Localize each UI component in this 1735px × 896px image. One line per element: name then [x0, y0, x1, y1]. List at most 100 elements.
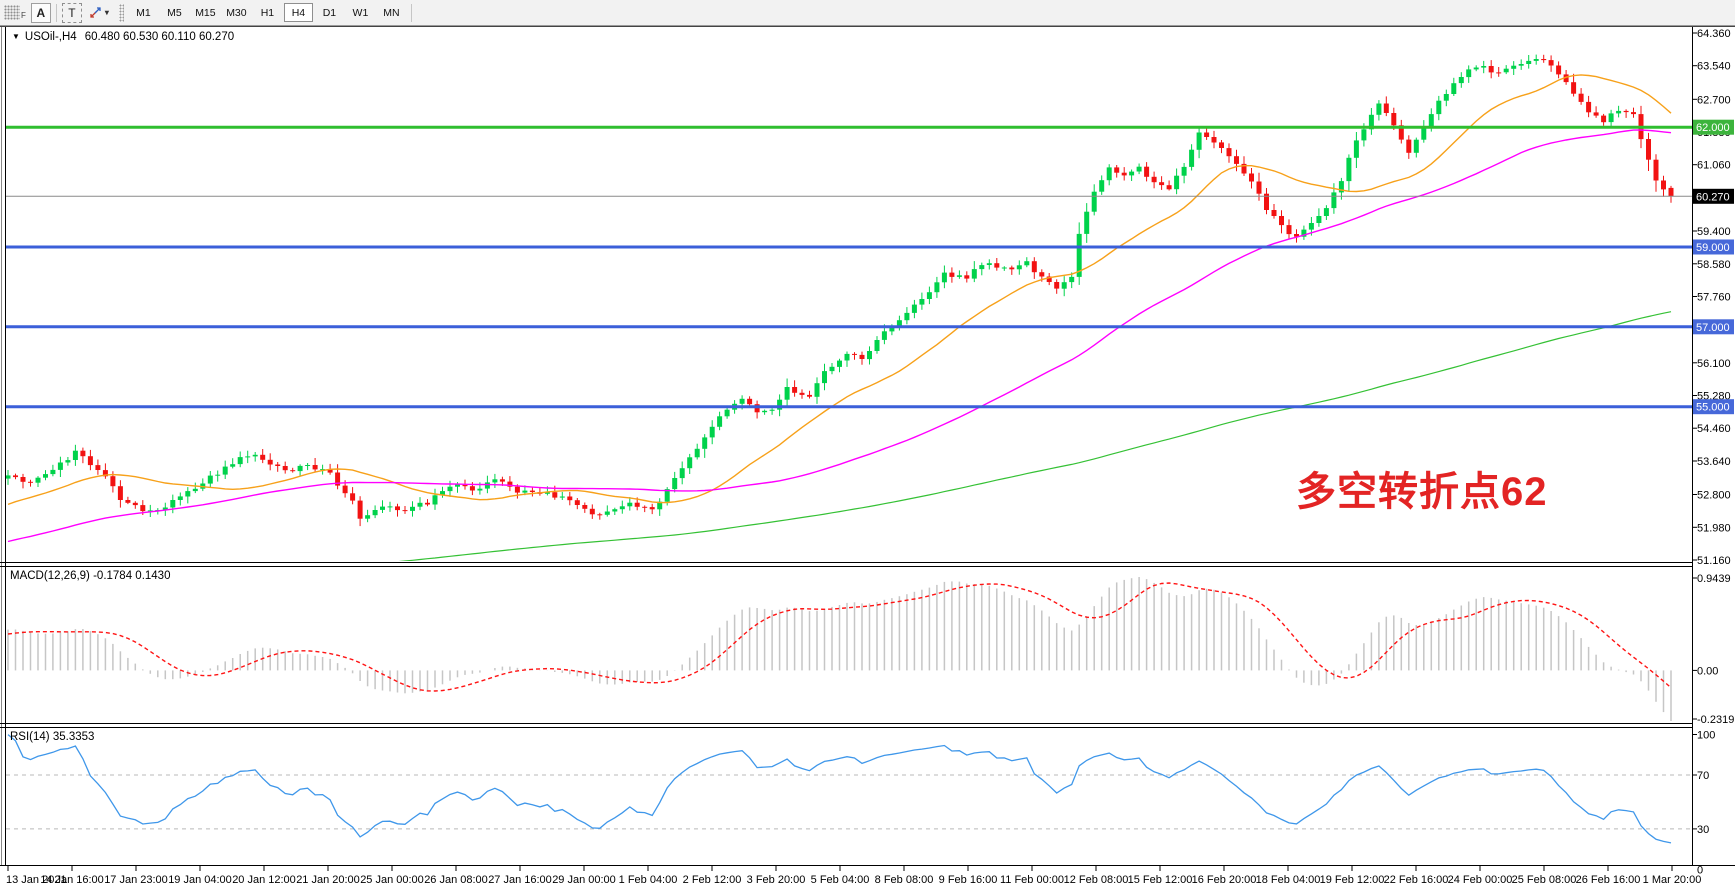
time-tick-label: 25 Feb 08:00: [1512, 874, 1577, 886]
rsi-axis[interactable]: 100 70 30 0: [1692, 730, 1715, 877]
time-tick-label: 16 Feb 20:00: [1192, 874, 1257, 886]
timeframe-mn-button[interactable]: MN: [377, 3, 406, 22]
price-tick-label: 58.580: [1697, 259, 1731, 271]
price-badge: [1693, 399, 1734, 415]
rsi-tick-label: 70: [1697, 770, 1709, 782]
price-tick-label: 63.540: [1697, 61, 1731, 73]
time-tick-label: 24 Feb 00:00: [1448, 874, 1513, 886]
price-tick-label: 51.160: [1697, 555, 1731, 567]
price-tick-label: 57.760: [1697, 292, 1731, 304]
price-tick-label: 64.360: [1697, 28, 1731, 40]
time-tick-label: 11 Feb 00:00: [1000, 874, 1064, 886]
text-box-tool-button[interactable]: T: [61, 2, 82, 23]
rsi-tick-label: 0: [1697, 864, 1703, 876]
price-badge-label: 62.000: [1696, 122, 1730, 134]
price-tick-label: 61.060: [1697, 160, 1731, 172]
rsi-indicator-name: RSI(14): [10, 731, 50, 743]
rsi-pane: [6, 734, 1692, 844]
rsi-pane-label: RSI(14) 35.3353: [10, 731, 94, 743]
price-tick-label: 51.980: [1697, 522, 1731, 534]
timeframe-h4-button[interactable]: H4: [283, 3, 313, 22]
toolbar-handle-icon[interactable]: F: [4, 5, 26, 20]
price-badge: [1693, 188, 1734, 204]
ohlc-values: 60.480 60.530 60.110 60.270: [84, 31, 235, 43]
macd-indicator-name: MACD(12,26,9): [10, 570, 90, 582]
price-badge-label: 55.000: [1696, 402, 1730, 414]
time-tick-label: 15 Feb 12:00: [1128, 874, 1193, 886]
macd-tick-label: 0.00: [1697, 665, 1718, 677]
time-tick-label: 22 Feb 16:00: [1384, 874, 1449, 886]
toolbar: F A T ▾ M1 M5 M15 M30 H1 H4 D1 W1 MN: [0, 0, 1735, 26]
macd-pane-label: MACD(12,26,9) -0.1784 0.1430: [10, 570, 170, 582]
time-tick-label: 3 Feb 20:00: [747, 874, 806, 886]
toolbar-separator: [410, 3, 412, 22]
pane-borders: [0, 26, 1735, 866]
time-tick-label: 5 Feb 04:00: [811, 874, 870, 886]
timeframe-m1-button[interactable]: M1: [129, 3, 158, 22]
time-tick-label: 26 Jan 08:00: [424, 874, 488, 886]
time-tick-label: 13 Jan 2021: [6, 874, 67, 886]
time-tick-label: 20 Jan 12:00: [232, 874, 296, 886]
symbol-period-label: USOil-,H4: [24, 31, 77, 43]
price-tick-label: 52.800: [1697, 490, 1731, 502]
dropdown-caret-icon: ▾: [104, 8, 109, 17]
time-tick-label: 25 Jan 00:00: [360, 874, 424, 886]
rsi-tick-label: 30: [1697, 824, 1709, 836]
timeframe-m5-button[interactable]: M5: [160, 3, 189, 22]
time-tick-label: 21 Jan 20:00: [296, 874, 360, 886]
arrows-tool-button[interactable]: ▾: [84, 3, 114, 23]
price-tick-label: 56.100: [1697, 358, 1731, 370]
ma-200-line: [398, 311, 1672, 561]
time-tick-label: 1 Mar 20:00: [1643, 874, 1702, 886]
time-tick-label: 19 Feb 12:00: [1320, 874, 1385, 886]
time-tick-label: 18 Feb 04:00: [1256, 874, 1321, 886]
price-tick-label: 59.400: [1697, 226, 1731, 238]
macd-tick-label: -0.2319: [1697, 714, 1734, 726]
toolbar-separator: [55, 3, 57, 22]
text-annotation-tool-button[interactable]: A: [30, 2, 51, 23]
price-badge: [1693, 319, 1734, 335]
time-tick-label: 26 Feb 16:00: [1576, 874, 1641, 886]
price-badge: [1693, 119, 1734, 135]
time-tick-label: 29 Jan 00:00: [552, 874, 616, 886]
time-tick-label: 8 Feb 08:00: [875, 874, 934, 886]
macd-indicator-values: -0.1784 0.1430: [93, 570, 171, 582]
candlestick-series[interactable]: [6, 54, 1674, 527]
chart-text-annotation[interactable]: 多空转折点62: [1296, 470, 1548, 514]
macd-histogram: [7, 577, 1672, 721]
rsi-line: [7, 734, 1672, 844]
collapse-triangle-icon[interactable]: ▼: [12, 32, 20, 41]
time-tick-label: 1 Feb 04:00: [619, 874, 678, 886]
timeframe-w1-button[interactable]: W1: [346, 3, 375, 22]
time-tick-label: 2 Feb 12:00: [683, 874, 742, 886]
time-tick-label: 12 Feb 08:00: [1064, 874, 1129, 886]
horizontal-level-lines[interactable]: [6, 125, 1692, 409]
price-badge: [1693, 239, 1734, 255]
timeframe-m15-button[interactable]: M15: [191, 3, 220, 22]
toolbar-handle-label: F: [21, 11, 26, 20]
time-tick-label: 19 Jan 04:00: [168, 874, 232, 886]
price-badges: 62.000 60.270 59.000 57.000 55.000: [1693, 119, 1734, 415]
price-tick-label: 62.700: [1697, 94, 1731, 106]
rsi-tick-label: 100: [1697, 730, 1715, 742]
toolbar-grip-icon[interactable]: [118, 3, 124, 22]
price-tick-label: 54.460: [1697, 423, 1731, 435]
time-tick-label: 14 Jan 16:00: [40, 874, 104, 886]
price-axis[interactable]: 64.36063.54062.70061.88061.06060.24059.4…: [1692, 28, 1731, 567]
timeframe-h1-button[interactable]: H1: [253, 3, 282, 22]
timeframe-m30-button[interactable]: M30: [222, 3, 251, 22]
price-badge-label: 57.000: [1696, 322, 1730, 334]
ma-60-line: [7, 129, 1672, 543]
cycle-arrows-icon: [90, 7, 101, 18]
chart-title: ▼ USOil-,H4 60.480 60.530 60.110 60.270: [12, 31, 234, 43]
timeframe-d1-button[interactable]: D1: [315, 3, 344, 22]
ma-20-line: [7, 74, 1672, 506]
macd-axis[interactable]: 0.9439 0.00 -0.2319: [1692, 573, 1734, 726]
time-tick-label: 27 Jan 16:00: [488, 874, 552, 886]
grip-dots-icon: [4, 5, 20, 20]
price-tick-label: 53.640: [1697, 456, 1731, 468]
time-tick-label: 9 Feb 16:00: [939, 874, 998, 886]
